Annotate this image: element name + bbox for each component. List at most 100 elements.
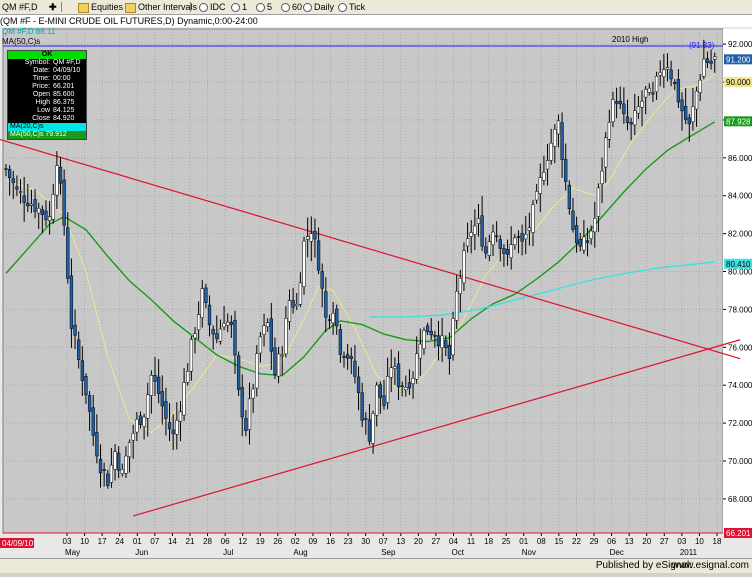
candle-body	[527, 227, 532, 231]
candle-body	[291, 300, 295, 308]
esignal-link[interactable]: www.esignal.com	[671, 560, 749, 571]
y-tick-label: 84.000	[728, 192, 752, 201]
candle-body	[618, 100, 622, 105]
candle-body	[465, 238, 470, 247]
data-window-value: 00:00	[53, 75, 71, 82]
interval-1[interactable]: 1	[231, 1, 247, 13]
interval-idc[interactable]: IDC	[199, 1, 226, 13]
candle-body	[149, 375, 154, 396]
candle-body	[233, 319, 237, 356]
candle-body	[164, 401, 168, 419]
equities-button[interactable]: Equities	[78, 1, 123, 13]
candle-body	[4, 168, 8, 170]
x-tick-label: 01	[519, 537, 528, 546]
candle-body	[560, 122, 564, 160]
price-chart[interactable]: 68.000 70.000 72.000 74.000 76.000 78.000 80.0…	[0, 27, 752, 572]
ma20-tag: 90.000	[726, 78, 751, 87]
candle-body	[109, 464, 114, 483]
x-tick-label: 03	[63, 537, 72, 546]
x-tick-label: 30	[361, 537, 370, 546]
interval-tick[interactable]: Tick	[338, 1, 365, 13]
candle-body	[95, 432, 99, 457]
candle-body	[473, 225, 477, 235]
candle-body	[106, 473, 110, 486]
candle-body	[665, 67, 670, 70]
x-month-label: Nov	[522, 548, 536, 557]
data-window-row: Time: 00:00	[8, 75, 86, 83]
candle-body	[393, 366, 397, 369]
candle-body	[694, 90, 699, 110]
x-tick-label: 14	[168, 537, 177, 546]
candle-body	[502, 248, 506, 254]
radio-icon	[281, 3, 290, 13]
candle-body	[476, 218, 481, 224]
y-tick-label: 72.000	[728, 419, 752, 428]
data-window-row: Date: 04/09/10	[8, 67, 86, 75]
radio-icon	[303, 3, 312, 13]
candle-body	[567, 184, 572, 209]
candle-body	[80, 360, 84, 381]
add-icon[interactable]: ✚	[49, 2, 57, 12]
candle-body	[316, 240, 321, 271]
candle-body	[182, 382, 186, 416]
candle-body	[178, 411, 183, 422]
candle-body	[455, 291, 459, 321]
published-label: Published by eSignal:	[595, 560, 692, 571]
candle-body	[229, 321, 233, 325]
candle-body	[295, 303, 299, 306]
y-tick-label: 70.000	[728, 457, 752, 466]
candle-body	[524, 233, 528, 240]
candle-body	[400, 385, 404, 388]
candle-body	[396, 363, 401, 388]
candle-body	[69, 275, 74, 329]
candle-body	[160, 391, 164, 407]
candle-body	[200, 288, 204, 318]
candle-body	[684, 106, 688, 120]
candle-body	[287, 300, 292, 322]
interval-60[interactable]: 60	[281, 1, 302, 13]
candle-body	[444, 340, 448, 348]
candle-body	[604, 137, 608, 168]
candle-body	[102, 469, 106, 471]
other-intervals-button[interactable]: Other Intervals	[125, 1, 197, 13]
candle-body	[247, 398, 252, 430]
candle-body	[673, 82, 677, 85]
data-window[interactable]: OK Symbol: QM #F,D Date: 04/09/10 Time: 00:00…	[7, 50, 87, 140]
data-window-value: 85.600	[53, 91, 75, 98]
candle-body	[513, 237, 517, 246]
candle-body	[676, 79, 681, 103]
x-month-label: Oct	[451, 548, 464, 557]
candle-body	[389, 367, 393, 378]
radio-icon	[256, 3, 265, 13]
candle-body	[360, 392, 364, 421]
x-tick-label: 18	[484, 537, 493, 546]
candle-body	[120, 469, 124, 475]
trendline	[0, 138, 741, 360]
candle-body	[196, 314, 201, 331]
candle-body	[538, 177, 542, 194]
candle-body	[549, 142, 553, 161]
candle-body	[364, 418, 368, 420]
data-window-row: Close 84.920	[8, 115, 86, 123]
cursor-date-bg	[0, 538, 34, 548]
candle-body	[127, 442, 132, 458]
ma50-tag-bg	[724, 116, 752, 127]
x-tick-label: 09	[308, 537, 317, 546]
candle-body	[211, 329, 215, 335]
candle-body	[651, 92, 655, 95]
candle-body	[662, 69, 666, 77]
candle-body	[11, 178, 15, 184]
interval-5[interactable]: 5	[256, 1, 272, 13]
candle-body	[571, 210, 575, 230]
candle-body	[135, 419, 139, 433]
y-tick-label: 86.000	[728, 154, 752, 163]
y-tick-label: 82.000	[728, 230, 752, 239]
candle-body	[607, 122, 611, 140]
symbol-field[interactable]: QM #F,D	[2, 2, 38, 12]
interval-daily[interactable]: Daily	[303, 1, 334, 13]
cursor-date-tag: 04/09/10	[2, 539, 34, 548]
candle-body	[542, 172, 546, 181]
candle-body	[713, 56, 717, 60]
candle-body	[636, 106, 641, 114]
candle-body	[29, 203, 34, 206]
